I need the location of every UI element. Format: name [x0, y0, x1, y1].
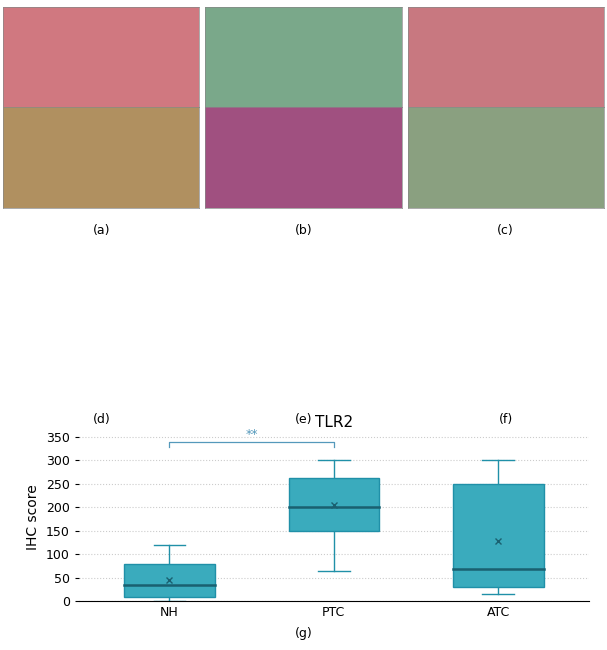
Bar — [124, 564, 215, 597]
Text: (a): (a) — [93, 224, 110, 237]
Text: (b): (b) — [294, 224, 313, 237]
Title: TLR2: TLR2 — [315, 415, 353, 430]
Bar — [453, 484, 543, 587]
Text: (f): (f) — [498, 413, 513, 426]
Text: (g): (g) — [294, 627, 313, 640]
Bar — [288, 478, 379, 531]
Text: (c): (c) — [497, 224, 514, 237]
Text: **: ** — [245, 428, 258, 441]
Text: (d): (d) — [92, 413, 110, 426]
Text: (e): (e) — [295, 413, 312, 426]
Y-axis label: IHC score: IHC score — [27, 484, 41, 550]
